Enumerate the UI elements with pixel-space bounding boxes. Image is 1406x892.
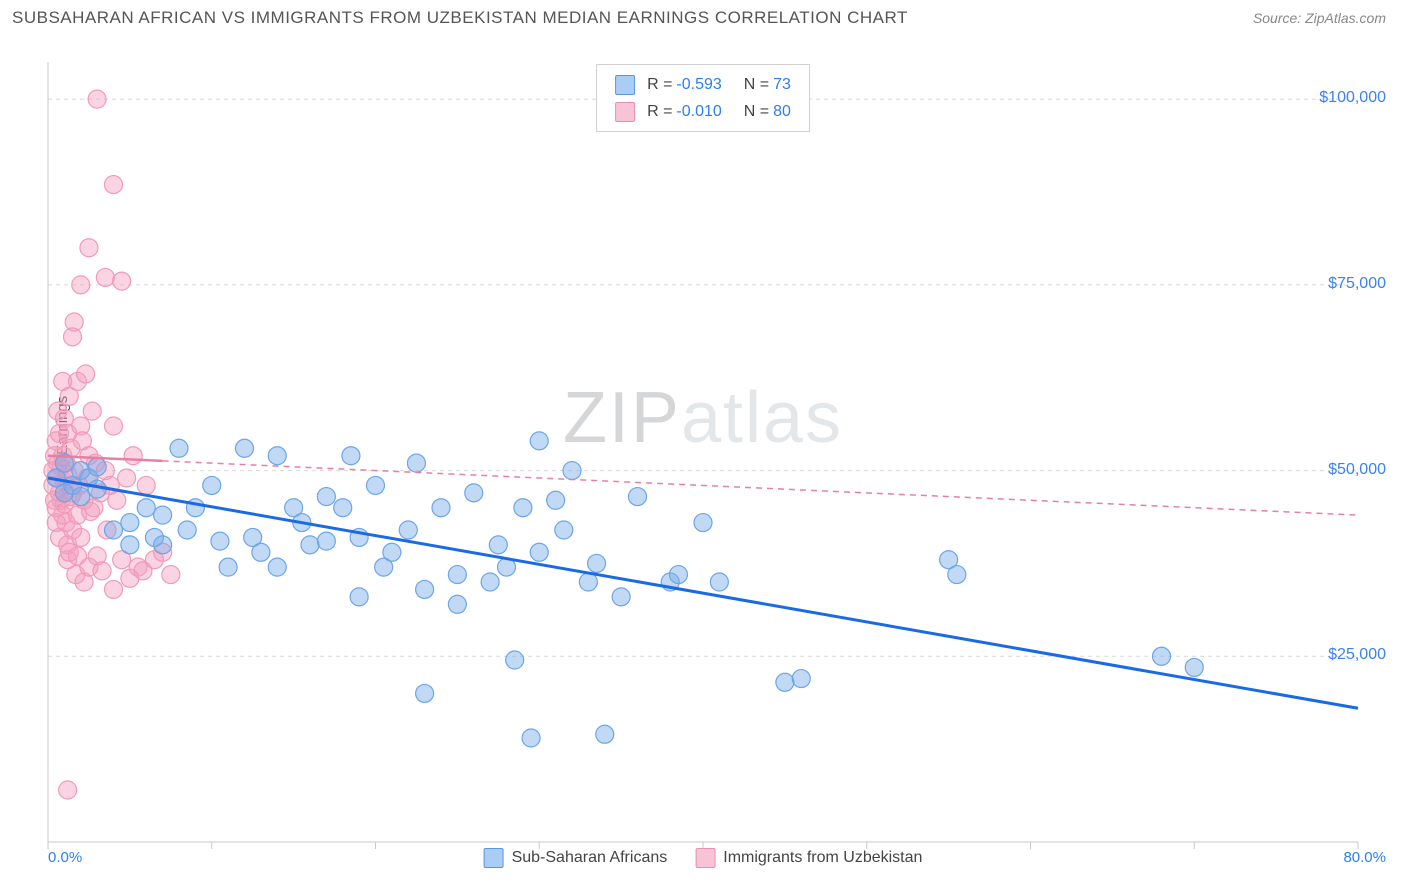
chart-source: Source: ZipAtlas.com bbox=[1253, 10, 1386, 26]
x-axis-end-label: 80.0% bbox=[1343, 849, 1386, 866]
n-val-1: 80 bbox=[773, 103, 791, 120]
y-tick-label: $100,000 bbox=[1319, 89, 1386, 107]
scatter-chart-svg bbox=[0, 32, 1406, 872]
y-tick-label: $50,000 bbox=[1328, 461, 1386, 479]
r-val-0: -0.593 bbox=[676, 76, 721, 93]
legend-swatch-blue bbox=[484, 848, 504, 868]
r-label: R = bbox=[647, 76, 672, 93]
chart-title: SUBSAHARAN AFRICAN VS IMMIGRANTS FROM UZ… bbox=[12, 8, 908, 28]
swatch-blue bbox=[615, 75, 635, 95]
n-label: N = bbox=[744, 76, 769, 93]
chart-header: SUBSAHARAN AFRICAN VS IMMIGRANTS FROM UZ… bbox=[0, 0, 1406, 32]
r-label-1: R = bbox=[647, 103, 672, 120]
n-label-1: N = bbox=[744, 103, 769, 120]
r-val-1: -0.010 bbox=[676, 103, 721, 120]
legend-label-1: Immigrants from Uzbekistan bbox=[723, 849, 922, 867]
stats-legend-row-0: R =-0.593 N =73 bbox=[615, 71, 791, 98]
swatch-pink bbox=[615, 102, 635, 122]
series-legend: Sub-Saharan Africans Immigrants from Uzb… bbox=[484, 848, 923, 868]
y-tick-label: $75,000 bbox=[1328, 275, 1386, 293]
stats-legend: R =-0.593 N =73 R =-0.010 N =80 bbox=[596, 64, 810, 132]
legend-label-0: Sub-Saharan Africans bbox=[512, 849, 668, 867]
legend-item-0: Sub-Saharan Africans bbox=[484, 848, 668, 868]
stats-legend-row-1: R =-0.010 N =80 bbox=[615, 98, 791, 125]
y-tick-label: $25,000 bbox=[1328, 646, 1386, 664]
legend-swatch-pink bbox=[695, 848, 715, 868]
chart-area: Median Earnings ZIPatlas R =-0.593 N =73… bbox=[0, 32, 1406, 872]
legend-item-1: Immigrants from Uzbekistan bbox=[695, 848, 922, 868]
x-axis-start-label: 0.0% bbox=[48, 849, 82, 866]
n-val-0: 73 bbox=[773, 76, 791, 93]
